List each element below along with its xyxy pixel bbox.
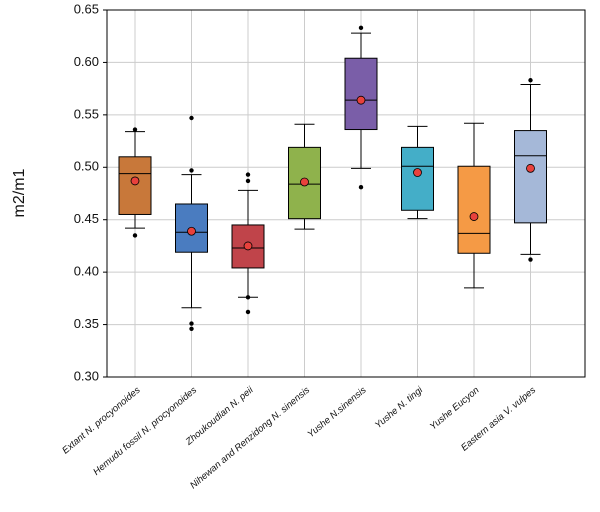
outlier <box>358 25 364 31</box>
mean-marker <box>300 177 309 187</box>
outlier <box>132 127 138 132</box>
y-tick-label: 0.30 <box>74 368 99 383</box>
x-tick-label: Yushe N. tingi <box>373 384 426 431</box>
mean-marker <box>469 212 479 221</box>
y-tick-label: 0.60 <box>74 54 99 69</box>
box <box>514 130 547 224</box>
plot-frame <box>106 9 586 378</box>
outlier <box>245 172 251 177</box>
outlier <box>189 326 194 331</box>
mean-marker <box>130 176 140 186</box>
outlier <box>245 295 251 300</box>
mean-marker <box>526 163 535 173</box>
mean-marker <box>356 95 366 105</box>
outlier <box>189 168 194 173</box>
y-tick-label: 0.50 <box>74 159 99 174</box>
x-tick-label: Hemudu fossil N. procyonoides <box>91 385 199 478</box>
y-axis-label: m2/m1 <box>11 168 28 217</box>
y-tick-label: 0.35 <box>74 316 99 331</box>
mean-marker <box>243 241 253 251</box>
x-tick-label: Yushe N.sinensis <box>306 385 369 441</box>
box <box>401 146 434 211</box>
mean-marker <box>413 168 422 177</box>
outlier <box>358 185 364 190</box>
box <box>118 156 152 215</box>
x-tick-label: Yushe Eucyon <box>428 385 482 433</box>
outlier <box>245 309 251 315</box>
outlier <box>189 321 194 326</box>
outlier <box>528 257 533 262</box>
y-tick-label: 0.45 <box>74 211 99 226</box>
mean-marker <box>187 226 196 236</box>
outlier <box>132 233 138 238</box>
outlier <box>528 78 533 83</box>
box <box>457 165 491 254</box>
outlier <box>189 115 194 121</box>
y-tick-label: 0.65 <box>74 1 99 16</box>
outlier <box>245 178 251 184</box>
y-tick-label: 0.55 <box>74 106 99 121</box>
box <box>344 57 378 131</box>
x-tick-label: Nihewan and Renzidong N. sinensis <box>188 385 312 492</box>
y-tick-label: 0.40 <box>74 264 99 279</box>
